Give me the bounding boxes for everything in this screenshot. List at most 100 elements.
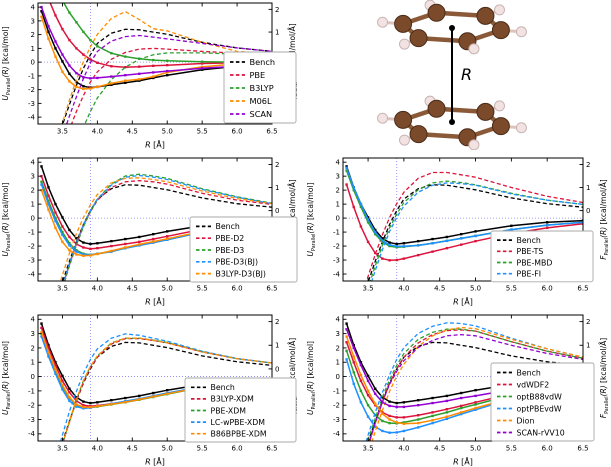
- svg-text:2: 2: [586, 318, 590, 326]
- svg-text:1: 1: [275, 342, 279, 350]
- svg-text:3: 3: [336, 330, 340, 338]
- svg-text:-2: -2: [333, 242, 340, 250]
- svg-text:Bench: Bench: [517, 368, 541, 377]
- svg-text:5.5: 5.5: [506, 285, 517, 293]
- svg-text:1: 1: [31, 201, 35, 209]
- svg-text:B86BPBE-XDM: B86BPBE-XDM: [211, 430, 267, 439]
- svg-text:4.5: 4.5: [127, 445, 138, 453]
- svg-text:FParallel(R) [kcal/mol/Å]: FParallel(R) [kcal/mol/Å]: [599, 338, 610, 419]
- svg-text:3: 3: [31, 173, 35, 181]
- svg-text:4: 4: [336, 159, 341, 167]
- svg-text:UParallel(R) [kcal/mol]: UParallel(R) [kcal/mol]: [1, 182, 12, 256]
- svg-text:optPBEvdW: optPBEvdW: [517, 404, 562, 413]
- svg-text:4: 4: [31, 316, 36, 324]
- svg-text:3: 3: [31, 17, 35, 25]
- svg-text:2: 2: [275, 161, 279, 169]
- svg-text:PBE-D3: PBE-D3: [216, 246, 245, 255]
- svg-text:2: 2: [31, 31, 35, 39]
- svg-text:2: 2: [586, 161, 590, 169]
- svg-text:UParallel(R) [kcal/mol]: UParallel(R) [kcal/mol]: [1, 341, 12, 415]
- svg-text:5.5: 5.5: [197, 128, 208, 136]
- svg-text:4.5: 4.5: [127, 285, 138, 293]
- svg-text:6.0: 6.0: [232, 128, 243, 136]
- svg-text:6.5: 6.5: [266, 285, 277, 293]
- svg-text:4.0: 4.0: [398, 285, 409, 293]
- svg-text:4: 4: [31, 159, 36, 167]
- svg-text:6.0: 6.0: [232, 285, 243, 293]
- svg-text:6.5: 6.5: [266, 128, 277, 136]
- svg-text:0: 0: [336, 373, 340, 381]
- svg-text:-2: -2: [28, 402, 35, 410]
- svg-text:PBE-FI: PBE-FI: [517, 270, 542, 279]
- svg-text:Bench: Bench: [517, 236, 541, 245]
- svg-text:1: 1: [586, 184, 590, 192]
- svg-text:1: 1: [336, 359, 340, 367]
- svg-text:2: 2: [336, 187, 340, 195]
- svg-text:2: 2: [275, 318, 279, 326]
- svg-text:5.0: 5.0: [162, 285, 173, 293]
- svg-text:4.0: 4.0: [92, 128, 103, 136]
- svg-text:0: 0: [31, 215, 35, 223]
- svg-text:Bench: Bench: [211, 383, 235, 392]
- svg-text:R: R: [461, 65, 472, 84]
- svg-text:B3LYP: B3LYP: [250, 83, 274, 93]
- svg-text:0: 0: [586, 207, 590, 215]
- svg-text:5.0: 5.0: [470, 285, 481, 293]
- svg-text:3: 3: [31, 330, 35, 338]
- svg-text:3.5: 3.5: [57, 285, 68, 293]
- svg-text:4.5: 4.5: [434, 445, 445, 453]
- svg-text:PBE-TS: PBE-TS: [517, 247, 544, 256]
- svg-text:-2: -2: [333, 402, 340, 410]
- svg-text:2: 2: [275, 6, 279, 14]
- svg-text:2: 2: [336, 344, 340, 352]
- svg-text:vdWDF2: vdWDF2: [517, 380, 550, 389]
- svg-text:Bench: Bench: [250, 57, 276, 67]
- svg-text:5.5: 5.5: [197, 285, 208, 293]
- svg-text:SCAN-rVV10: SCAN-rVV10: [517, 428, 565, 437]
- svg-text:5.5: 5.5: [506, 445, 517, 453]
- svg-text:6.0: 6.0: [542, 445, 553, 453]
- svg-text:-4: -4: [28, 270, 36, 278]
- svg-text:3.5: 3.5: [363, 285, 374, 293]
- svg-text:-1: -1: [333, 228, 340, 236]
- svg-text:PBE-MBD: PBE-MBD: [517, 258, 553, 267]
- svg-text:1: 1: [31, 45, 35, 53]
- svg-text:6.5: 6.5: [577, 285, 588, 293]
- svg-text:-3: -3: [333, 256, 340, 264]
- svg-text:5.0: 5.0: [162, 445, 173, 453]
- svg-text:Bench: Bench: [216, 222, 240, 231]
- svg-text:-4: -4: [28, 114, 36, 122]
- svg-text:0: 0: [31, 59, 35, 67]
- svg-text:0: 0: [275, 365, 279, 373]
- svg-text:-4: -4: [333, 430, 341, 438]
- svg-text:5.0: 5.0: [470, 445, 481, 453]
- svg-text:R [Å]: R [Å]: [145, 456, 165, 467]
- plot-nonlocal-vdw: 3.54.04.55.05.56.06.5-4-3-2-101234-2-101…: [306, 314, 610, 467]
- svg-text:4.5: 4.5: [127, 128, 138, 136]
- svg-text:-3: -3: [333, 416, 340, 424]
- svg-text:LC-wPBE-XDM: LC-wPBE-XDM: [211, 418, 265, 427]
- svg-text:R [Å]: R [Å]: [145, 296, 165, 307]
- svg-text:0: 0: [275, 207, 279, 215]
- svg-text:R [Å]: R [Å]: [453, 296, 473, 307]
- svg-text:4.5: 4.5: [434, 285, 445, 293]
- svg-text:4.0: 4.0: [398, 445, 409, 453]
- svg-text:SCAN: SCAN: [250, 109, 273, 119]
- svg-text:2: 2: [31, 344, 35, 352]
- svg-text:PBE-D3(BJ): PBE-D3(BJ): [216, 258, 259, 267]
- svg-text:PBE-XDM: PBE-XDM: [211, 406, 246, 415]
- plot-xdm: 3.54.04.55.05.56.06.5-4-3-2-101234-2-101…: [1, 314, 299, 467]
- svg-text:B3LYP-D3(BJ): B3LYP-D3(BJ): [216, 269, 266, 278]
- svg-text:4: 4: [336, 316, 341, 324]
- svg-text:3.5: 3.5: [57, 445, 68, 453]
- svg-text:6.5: 6.5: [577, 445, 588, 453]
- svg-text:R [Å]: R [Å]: [453, 456, 473, 467]
- svg-text:R [Å]: R [Å]: [145, 139, 165, 150]
- svg-text:-4: -4: [28, 430, 36, 438]
- svg-text:1: 1: [586, 342, 590, 350]
- molecule-benzene-dimer-image: R: [377, 0, 527, 150]
- svg-text:4.0: 4.0: [92, 445, 103, 453]
- svg-text:FParallel(R) [kcal/mol/Å]: FParallel(R) [kcal/mol/Å]: [599, 179, 610, 260]
- svg-text:6.0: 6.0: [232, 445, 243, 453]
